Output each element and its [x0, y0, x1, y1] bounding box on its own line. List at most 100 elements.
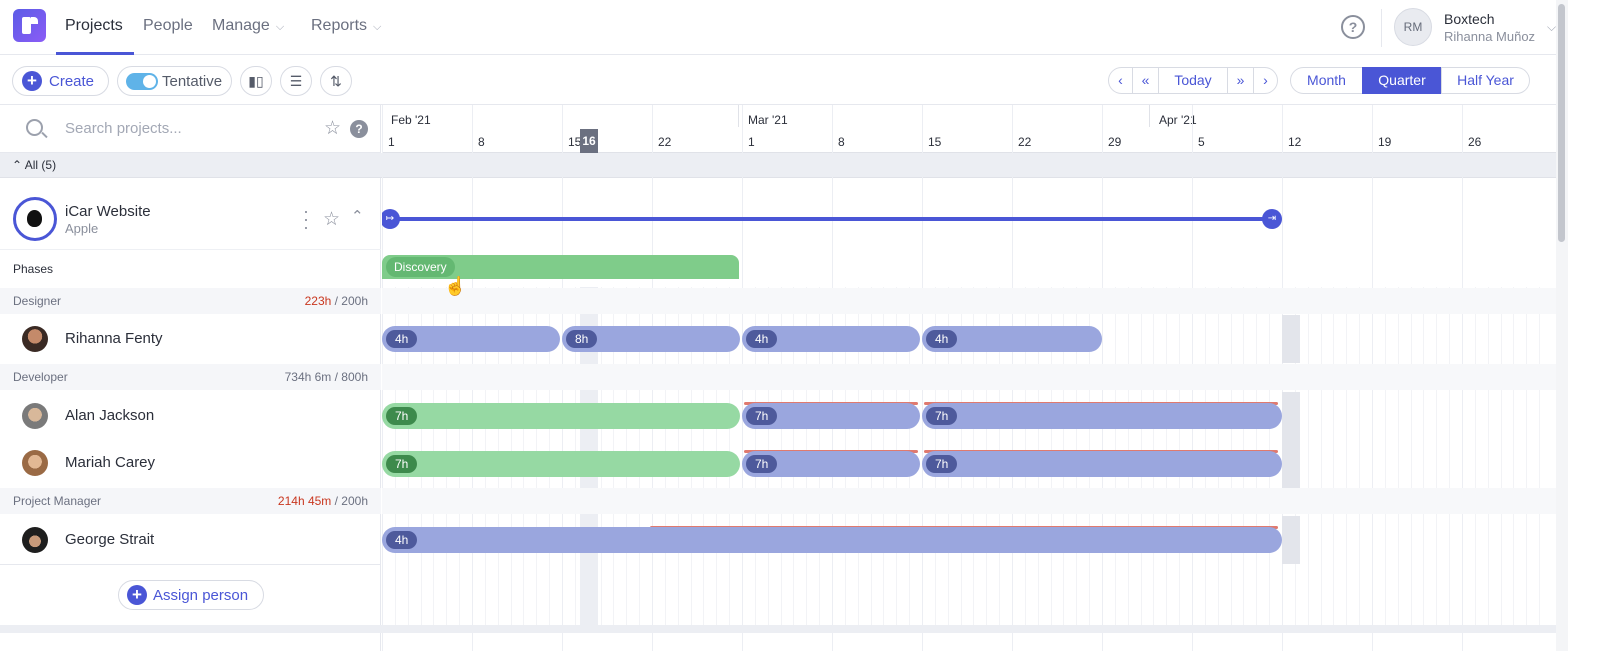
role-label: Designer: [13, 294, 62, 308]
nav-reports-label: Reports: [311, 17, 368, 34]
assignment-bar[interactable]: 7h: [742, 451, 920, 477]
prev-fast-icon[interactable]: «: [1132, 67, 1159, 94]
list-icon[interactable]: ☰: [280, 66, 312, 96]
hours-budget: / 200h: [331, 294, 368, 308]
toggle-switch[interactable]: [126, 73, 158, 90]
assignment-bar[interactable]: 4h: [382, 527, 1282, 553]
next-icon[interactable]: ›: [1253, 67, 1278, 94]
star-icon[interactable]: ☆: [324, 118, 342, 139]
role-row-project-manager: Project Manager 214h 45m / 200h: [0, 488, 381, 514]
horizontal-scrollbar[interactable]: [0, 625, 1560, 633]
nav-projects[interactable]: Projects: [65, 17, 123, 34]
tentative-toggle[interactable]: Tentative: [117, 66, 232, 96]
hours-chip: 4h: [926, 330, 958, 348]
prev-icon[interactable]: ‹: [1108, 67, 1133, 94]
sort-icon[interactable]: ⇅: [320, 66, 352, 96]
project-name[interactable]: iCar Website: [65, 203, 151, 220]
hours-used: 734h 6m: [284, 370, 332, 384]
assignment-bar[interactable]: 7h: [382, 451, 740, 477]
role-row-designer: Designer 223h / 200h: [0, 288, 381, 314]
day-label: 1: [388, 135, 395, 149]
assignment-bar[interactable]: 4h: [382, 326, 560, 352]
today-button[interactable]: Today: [1158, 67, 1228, 94]
day-label: 22: [1018, 135, 1032, 149]
vertical-scrollbar[interactable]: [1556, 0, 1568, 651]
person-name[interactable]: Mariah Carey: [65, 454, 156, 471]
star-icon[interactable]: ☆: [323, 209, 341, 230]
chevron-up-icon[interactable]: ⌃: [351, 208, 364, 225]
day-label: 12: [1288, 135, 1302, 149]
hours-budget: / 800h: [331, 370, 368, 384]
more-icon[interactable]: · · ·: [303, 201, 309, 237]
assignment-bar[interactable]: 4h: [922, 326, 1102, 352]
search-input[interactable]: Search projects...: [65, 120, 182, 137]
project-row[interactable]: iCar Website Apple · · · ☆ ⌃: [0, 188, 381, 250]
role-hours: 214h 45m / 200h: [278, 494, 368, 508]
day-gridline: [1320, 287, 1322, 627]
toolbar: + Create Tentative ▮▯ ☰ ⇅ ‹ « Today » › …: [0, 55, 1560, 105]
plus-icon: +: [22, 71, 42, 91]
user-menu-chevron-icon[interactable]: ⌵: [1547, 20, 1557, 34]
view-month[interactable]: Month: [1290, 67, 1363, 94]
scrollbar-thumb[interactable]: [1558, 4, 1565, 242]
hours-chip: 7h: [746, 455, 778, 473]
phase-bar[interactable]: Discovery: [382, 255, 739, 279]
month-label: Feb '21: [391, 113, 431, 127]
day-label: 15: [568, 135, 582, 149]
person-row[interactable]: Alan Jackson: [0, 392, 381, 440]
assignment-bar[interactable]: 7h: [922, 451, 1282, 477]
all-projects-bar[interactable]: ⌃ All (5): [0, 153, 1560, 178]
view-quarter[interactable]: Quarter: [1362, 67, 1442, 94]
tentative-label: Tentative: [162, 73, 223, 90]
hours-chip: 8h: [566, 330, 598, 348]
assignment-bar[interactable]: 7h: [922, 403, 1282, 429]
question-icon[interactable]: ?: [350, 120, 368, 138]
assignment-bar[interactable]: 7h: [742, 403, 920, 429]
top-nav: Projects People Manage ⌵ Reports ⌵ ? RM Bo…: [0, 0, 1560, 55]
person-row[interactable]: Rihanna Fenty: [0, 315, 381, 363]
person-row[interactable]: George Strait: [0, 516, 381, 564]
assignment-bar[interactable]: 4h: [742, 326, 920, 352]
non-working-block: [1282, 516, 1300, 564]
person-name[interactable]: Rihanna Fenty: [65, 330, 163, 347]
view-half-year[interactable]: Half Year: [1441, 67, 1530, 94]
chevron-down-icon: ⌵: [373, 21, 382, 33]
day-label: 26: [1468, 135, 1482, 149]
person-name[interactable]: Alan Jackson: [65, 407, 155, 424]
project-end-icon[interactable]: ⇥: [1262, 209, 1282, 229]
project-duration-bar[interactable]: [388, 217, 1274, 221]
nav-manage[interactable]: Manage ⌵: [212, 17, 284, 35]
day-gridline: [1384, 287, 1386, 627]
help-icon[interactable]: ?: [1341, 15, 1365, 39]
nav-reports[interactable]: Reports ⌵: [311, 17, 381, 35]
assignment-bar[interactable]: 7h: [382, 403, 740, 429]
assignment-bar[interactable]: 8h: [562, 326, 740, 352]
person-name[interactable]: George Strait: [65, 531, 155, 548]
day-label: 8: [478, 135, 485, 149]
non-working-block: [1282, 315, 1300, 363]
avatar: [22, 450, 48, 476]
project-start-icon[interactable]: ↦: [382, 209, 400, 229]
day-label: 22: [658, 135, 672, 149]
bar-chart-icon[interactable]: ▮▯: [240, 66, 272, 96]
assign-person-button[interactable]: + Assign person: [118, 580, 264, 610]
user-avatar[interactable]: RM: [1394, 8, 1432, 46]
role-label: Developer: [13, 370, 68, 384]
day-label: 5: [1198, 135, 1205, 149]
person-row[interactable]: Mariah Carey: [0, 439, 381, 487]
timeline: Feb '21 Mar '21 Apr '21 1 8 15 22 1 8 15 22 29 5 1…: [382, 105, 1560, 651]
next-fast-icon[interactable]: »: [1227, 67, 1254, 94]
role-row-developer: Developer 734h 6m / 800h: [0, 364, 381, 390]
hours-chip: 7h: [746, 407, 778, 425]
hours-chip: 7h: [926, 455, 958, 473]
day-label: 8: [838, 135, 845, 149]
header-divider: [382, 152, 1560, 153]
app-logo-icon[interactable]: [13, 9, 46, 42]
all-count: All (5): [24, 158, 57, 172]
org-name: Boxtech: [1444, 11, 1495, 27]
create-button[interactable]: + Create: [12, 66, 109, 96]
avatar: [22, 527, 48, 553]
nav-people[interactable]: People: [143, 17, 193, 34]
day-gridline: [1410, 287, 1412, 627]
